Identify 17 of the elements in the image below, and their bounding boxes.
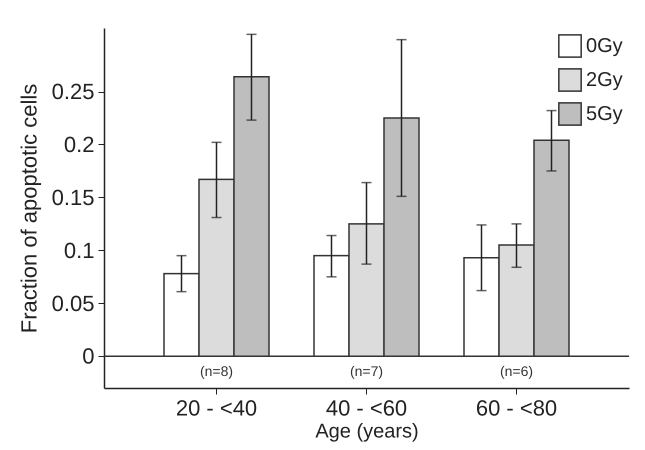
y-tick-label: 0.15 xyxy=(52,184,94,210)
y-axis-title: Fraction of apoptotic cells xyxy=(16,84,42,334)
legend-label: 0Gy xyxy=(586,35,623,57)
legend-label: 2Gy xyxy=(586,69,623,91)
x-axis-title: Age (years) xyxy=(315,420,419,442)
x-tick-label: 60 - <80 xyxy=(476,396,558,420)
y-tick-label: 0.05 xyxy=(52,290,94,316)
legend-label: 5Gy xyxy=(586,103,623,125)
annotation: (n=8) xyxy=(200,363,234,379)
annotation: (n=7) xyxy=(350,363,384,379)
y-tick-label: 0 xyxy=(82,344,94,369)
y-tick-label: 0.25 xyxy=(52,79,94,104)
y-tick-label: 0.2 xyxy=(64,132,94,157)
y-tick-label: 0.1 xyxy=(64,238,94,263)
x-tick-label: 20 - <40 xyxy=(176,396,258,420)
x-tick-label: 40 - <60 xyxy=(326,396,408,420)
annotation: (n=6) xyxy=(500,363,534,379)
